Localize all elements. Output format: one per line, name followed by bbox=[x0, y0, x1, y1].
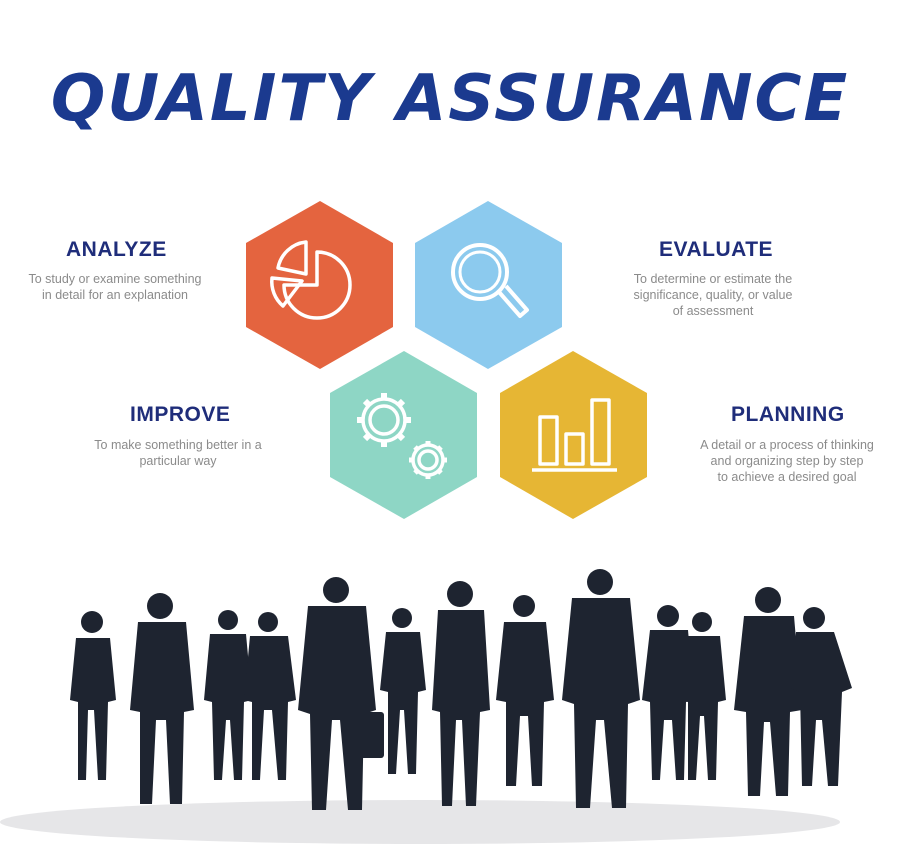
people-silhouettes bbox=[70, 569, 852, 810]
improve-desc-line: To make something better in a bbox=[94, 438, 262, 452]
improve-hexagon bbox=[330, 351, 477, 519]
improve-heading: IMPROVE bbox=[130, 403, 231, 426]
improve-desc-line: particular way bbox=[139, 454, 217, 468]
analyze-description: To study or examine something in detail … bbox=[10, 271, 220, 303]
planning-desc-line: A detail or a process of thinking bbox=[700, 438, 874, 452]
planning-heading: PLANNING bbox=[731, 403, 845, 426]
page-title: QUALITY ASSURANCE bbox=[50, 62, 850, 136]
analyze-hexagon bbox=[246, 201, 393, 369]
planning-description: A detail or a process of thinking and or… bbox=[680, 437, 894, 485]
evaluate-desc-line: significance, quality, or value bbox=[633, 288, 793, 302]
analyze-heading: ANALYZE bbox=[66, 238, 167, 261]
analyze-desc-line: in detail for an explanation bbox=[42, 288, 188, 302]
planning-desc-line: and organizing step by step bbox=[710, 454, 864, 468]
magnifier-icon bbox=[451, 243, 529, 318]
analyze-desc-line: To study or examine something bbox=[28, 272, 202, 286]
bar-chart-icon bbox=[532, 398, 617, 472]
crowd-silhouette-image bbox=[0, 569, 852, 844]
planning-desc-line: to achieve a desired goal bbox=[717, 470, 857, 484]
pie-chart-icon bbox=[270, 240, 352, 320]
improve-description: To make something better in a particular… bbox=[73, 437, 283, 469]
evaluate-hexagon bbox=[415, 201, 562, 369]
evaluate-desc-line: of assessment bbox=[672, 304, 754, 318]
evaluate-desc-line: To determine or estimate the bbox=[633, 272, 793, 286]
floor-shadows bbox=[0, 800, 840, 844]
evaluate-heading: EVALUATE bbox=[659, 238, 774, 261]
evaluate-description: To determine or estimate the significanc… bbox=[608, 271, 818, 319]
gears-icon bbox=[357, 393, 447, 479]
